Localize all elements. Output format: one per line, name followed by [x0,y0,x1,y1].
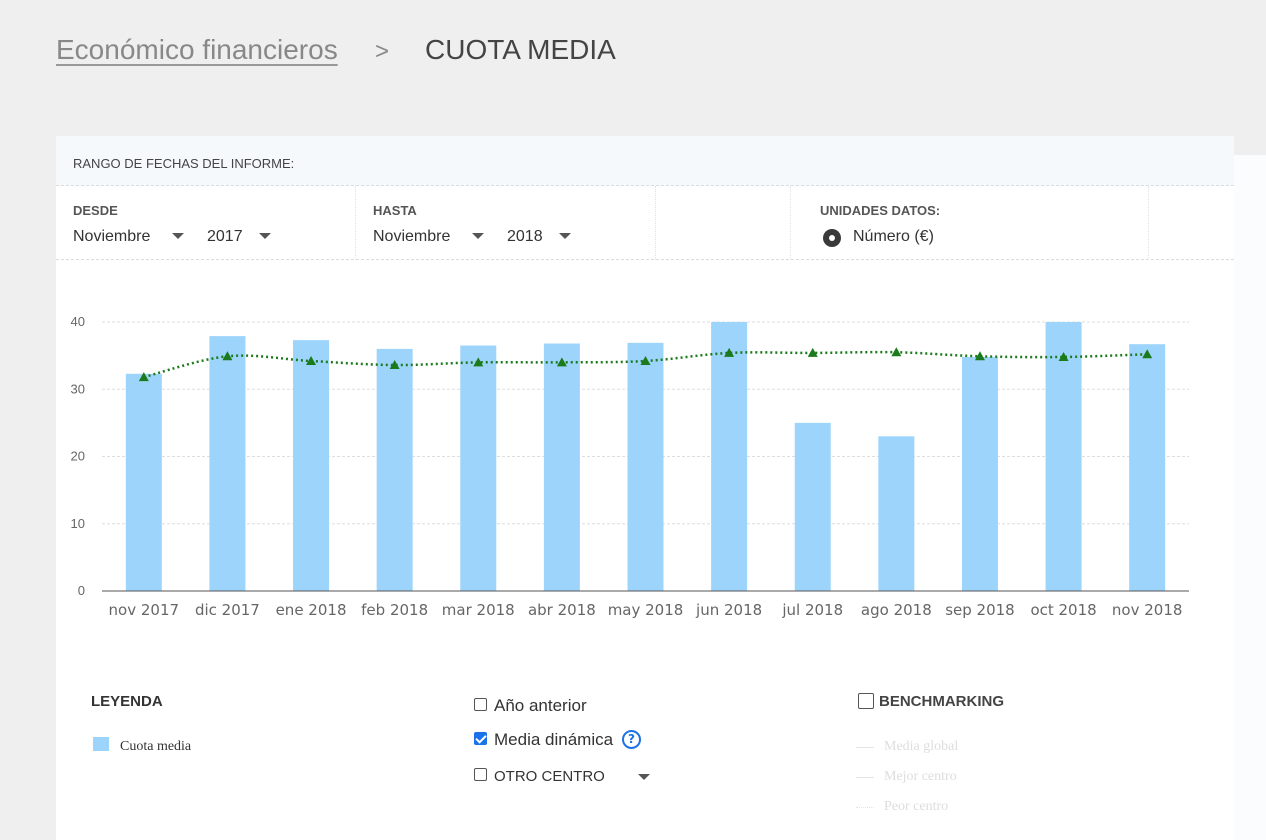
triangle-marker [389,360,400,370]
page-title: CUOTA MEDIA [425,34,616,65]
bar [878,436,915,591]
x-tick-label: may 2018 [608,601,684,619]
triangle-marker [306,356,317,366]
triangle-marker [640,356,651,366]
triangle-marker [724,347,735,357]
chevron-down-icon[interactable] [638,774,650,780]
report-card: RANGO DE FECHAS DEL INFORME: DESDE Novie… [56,136,1234,840]
x-tick-label: jul 2018 [781,601,843,619]
y-tick-label: 20 [71,449,85,464]
y-tick-label: 0 [78,583,85,598]
help-icon[interactable]: ? [622,730,641,749]
x-tick-label: oct 2018 [1030,601,1096,619]
triangle-marker [556,357,567,367]
triangle-marker [222,351,233,361]
legend-title: LEYENDA [91,693,163,710]
x-tick-label: ago 2018 [861,601,932,619]
hasta-month-select[interactable]: Noviembre [373,228,451,245]
media-global-line [856,747,874,748]
triangle-marker [138,372,149,382]
mejor-centro-line [856,777,874,778]
bar [460,345,497,591]
anio-anterior-checkbox[interactable] [474,698,487,711]
y-tick-label: 10 [71,516,85,531]
bar [961,356,998,591]
desde-year-select[interactable]: 2017 [207,228,243,245]
side-panel [1234,155,1266,840]
triangle-marker [891,347,902,357]
chevron-down-icon[interactable] [259,233,271,239]
breadcrumb-link[interactable]: Económico financieros [56,34,338,65]
chevron-down-icon[interactable] [472,233,484,239]
media-global-label: Media global [884,739,959,754]
bar [1129,344,1166,591]
x-tick-label: nov 2017 [109,601,180,619]
triangle-marker [807,347,818,357]
date-range-title: RANGO DE FECHAS DEL INFORME: [73,156,295,171]
hasta-year-select[interactable]: 2018 [507,228,543,245]
x-tick-label: ene 2018 [276,601,347,619]
bar [209,336,246,591]
bar [794,422,831,591]
bar [125,373,162,591]
divider [655,186,656,260]
unidades-label: UNIDADES DATOS: [820,203,941,218]
breadcrumb-separator: > [375,38,390,65]
divider [355,186,356,260]
divider [1148,186,1149,260]
triangle-marker [974,351,985,361]
unit-option-label: Número (€) [853,228,934,245]
filter-controls: DESDE Noviembre 2017 HASTA Noviembre 201… [56,186,1234,260]
y-tick-label: 40 [71,314,85,329]
bar-chart: 0 10 20 30 40 nov 2017 dic 2017 ene 2018 feb 201… [71,314,1189,619]
peor-centro-label: Peor centro [884,799,949,814]
peor-centro-line [856,807,874,808]
benchmarking-checkbox[interactable] [858,693,874,709]
desde-month-select[interactable]: Noviembre [73,228,151,245]
bar [543,343,580,591]
divider [790,186,791,260]
x-tick-label: nov 2018 [1112,601,1183,619]
y-tick-label: 30 [71,381,85,396]
legend-swatch [93,737,109,751]
x-tick-label: dic 2017 [195,601,260,619]
mejor-centro-label: Mejor centro [884,769,957,784]
triangle-marker [473,357,484,367]
bar [376,348,413,591]
hasta-label: HASTA [373,203,417,218]
legend-label: Cuota media [120,739,192,754]
media-dinamica-label: Media dinámica [494,730,614,749]
anio-anterior-label: Año anterior [494,696,587,715]
x-tick-label: feb 2018 [361,601,428,619]
triangle-marker [1058,351,1069,361]
x-tick-label: abr 2018 [528,601,596,619]
date-range-header: RANGO DE FECHAS DEL INFORME: [56,136,1234,186]
bar [711,322,748,591]
otro-centro-checkbox[interactable] [474,768,487,781]
chevron-down-icon[interactable] [172,233,184,239]
bar [293,340,330,591]
x-tick-label: mar 2018 [442,601,515,619]
triangle-marker [1142,349,1153,359]
x-tick-label: jun 2018 [695,601,762,619]
chevron-down-icon[interactable] [559,233,571,239]
x-tick-label: sep 2018 [945,601,1015,619]
unit-radio-button[interactable] [823,229,841,247]
desde-label: DESDE [73,203,118,218]
otro-centro-select[interactable]: OTRO CENTRO [494,768,605,785]
benchmarking-label: BENCHMARKING [879,693,1004,710]
media-dinamica-checkbox[interactable] [474,732,487,745]
bar [1045,322,1082,591]
bar [627,342,664,591]
